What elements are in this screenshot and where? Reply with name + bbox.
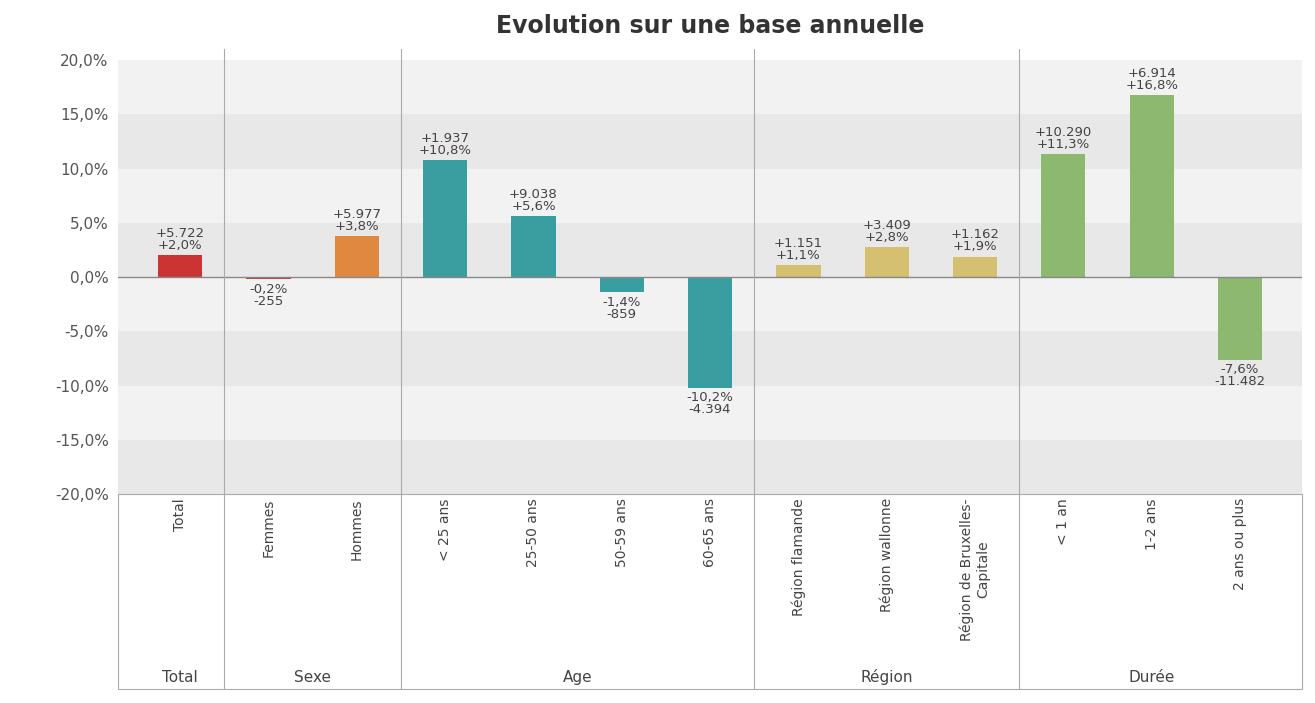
- Text: Région: Région: [860, 669, 913, 685]
- Bar: [118, 386, 1302, 440]
- Text: Age: Age: [563, 670, 593, 685]
- Text: -4.394: -4.394: [689, 403, 731, 416]
- Text: -11.482: -11.482: [1215, 375, 1265, 388]
- Bar: [1218, 277, 1262, 360]
- Text: -7,6%: -7,6%: [1220, 363, 1260, 376]
- Text: +11,3%: +11,3%: [1036, 138, 1090, 151]
- Text: +1.162: +1.162: [951, 228, 999, 241]
- Text: -1,4%: -1,4%: [602, 295, 640, 309]
- Text: +2,0%: +2,0%: [158, 239, 203, 252]
- Text: +5.722: +5.722: [155, 227, 205, 240]
- Bar: [118, 60, 1302, 115]
- Bar: [246, 277, 291, 279]
- Text: +9.038: +9.038: [509, 188, 558, 201]
- Bar: [118, 331, 1302, 386]
- Text: 2 ans ou plus: 2 ans ou plus: [1233, 498, 1247, 591]
- Text: Région wallonne: Région wallonne: [880, 498, 894, 612]
- Bar: [512, 217, 555, 277]
- Bar: [865, 247, 909, 277]
- Title: Evolution sur une base annuelle: Evolution sur une base annuelle: [496, 13, 924, 37]
- Bar: [600, 277, 644, 292]
- Bar: [118, 169, 1302, 223]
- Bar: [118, 277, 1302, 331]
- Text: +3,8%: +3,8%: [334, 219, 379, 233]
- Text: +1.151: +1.151: [773, 237, 823, 250]
- Text: +1.937: +1.937: [421, 131, 469, 145]
- Text: +2,8%: +2,8%: [864, 231, 909, 243]
- Bar: [688, 277, 732, 388]
- Text: 60-65 ans: 60-65 ans: [704, 498, 717, 567]
- Text: -10,2%: -10,2%: [686, 391, 734, 404]
- Text: +1,1%: +1,1%: [776, 249, 821, 262]
- Text: Région flamande: Région flamande: [792, 498, 806, 616]
- Text: < 25 ans: < 25 ans: [438, 498, 452, 560]
- Text: Total: Total: [174, 498, 187, 531]
- Text: Région de Bruxelles-
Capitale: Région de Bruxelles- Capitale: [960, 498, 990, 640]
- Bar: [335, 236, 379, 277]
- Bar: [953, 257, 997, 277]
- Text: Femmes: Femmes: [262, 498, 276, 557]
- Text: +16,8%: +16,8%: [1126, 79, 1178, 91]
- Bar: [118, 115, 1302, 169]
- Bar: [423, 160, 467, 277]
- Bar: [1041, 155, 1085, 277]
- Text: < 1 an: < 1 an: [1056, 498, 1070, 545]
- Text: Sexe: Sexe: [295, 670, 331, 685]
- Text: 50-59 ans: 50-59 ans: [615, 498, 629, 567]
- Bar: [1130, 95, 1174, 277]
- Text: -0,2%: -0,2%: [250, 283, 288, 295]
- Text: +1,9%: +1,9%: [953, 240, 997, 253]
- Text: +5,6%: +5,6%: [512, 200, 556, 213]
- Text: 1-2 ans: 1-2 ans: [1144, 498, 1159, 550]
- Bar: [776, 265, 821, 277]
- Text: 25-50 ans: 25-50 ans: [526, 498, 540, 567]
- Text: Durée: Durée: [1128, 670, 1174, 685]
- Bar: [118, 223, 1302, 277]
- Text: -255: -255: [254, 295, 284, 307]
- Text: +10,8%: +10,8%: [418, 143, 472, 157]
- Text: +6.914: +6.914: [1127, 67, 1176, 79]
- Text: +3.409: +3.409: [863, 219, 911, 231]
- Bar: [158, 255, 203, 277]
- Text: Hommes: Hommes: [350, 498, 364, 560]
- Text: +10.290: +10.290: [1035, 127, 1091, 139]
- Text: +5.977: +5.977: [333, 207, 381, 221]
- Bar: [118, 440, 1302, 494]
- Text: Total: Total: [162, 670, 199, 685]
- Text: -859: -859: [606, 307, 636, 321]
